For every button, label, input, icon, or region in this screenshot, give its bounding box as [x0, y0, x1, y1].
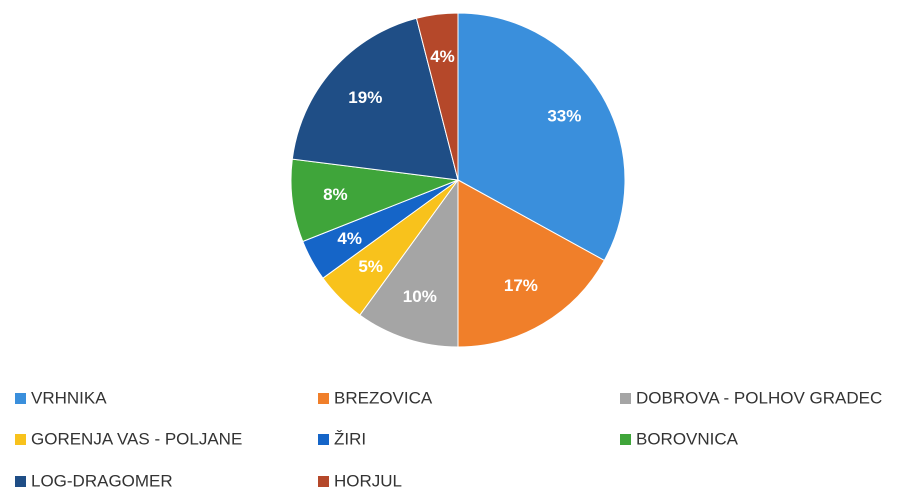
- slice-label: 4%: [337, 229, 362, 248]
- legend-swatch: [15, 434, 26, 445]
- slice-label: 8%: [323, 185, 348, 204]
- legend-label: VRHNIKA: [31, 388, 107, 407]
- slice-label: 17%: [504, 276, 538, 295]
- pie-slice: [457, 12, 626, 262]
- legend-swatch: [15, 476, 26, 487]
- pie-slice: [457, 179, 606, 348]
- legend-swatch: [318, 393, 329, 404]
- pie-slice: [291, 17, 459, 181]
- legend-swatch: [620, 393, 631, 404]
- legend-swatch: [15, 393, 26, 404]
- legend-label: GORENJA VAS - POLJANE: [31, 429, 242, 448]
- legend-swatch: [318, 476, 329, 487]
- pie-slice: [415, 12, 459, 181]
- slice-label: 19%: [348, 88, 382, 107]
- legend-label: HORJUL: [334, 471, 402, 490]
- legend-label: LOG-DRAGOMER: [31, 471, 173, 490]
- legend-label: BOROVNICA: [636, 429, 739, 448]
- legend-swatch: [318, 434, 329, 445]
- legend-swatch: [620, 434, 631, 445]
- slice-label: 5%: [358, 257, 383, 276]
- legend-label: DOBROVA - POLHOV GRADEC: [636, 388, 882, 407]
- slice-label: 33%: [547, 107, 581, 126]
- legend-label: BREZOVICA: [334, 388, 433, 407]
- slice-label: 4%: [430, 47, 455, 66]
- slice-label: 10%: [403, 287, 437, 306]
- pie-slice: [359, 178, 459, 348]
- legend-label: ŽIRI: [334, 429, 366, 448]
